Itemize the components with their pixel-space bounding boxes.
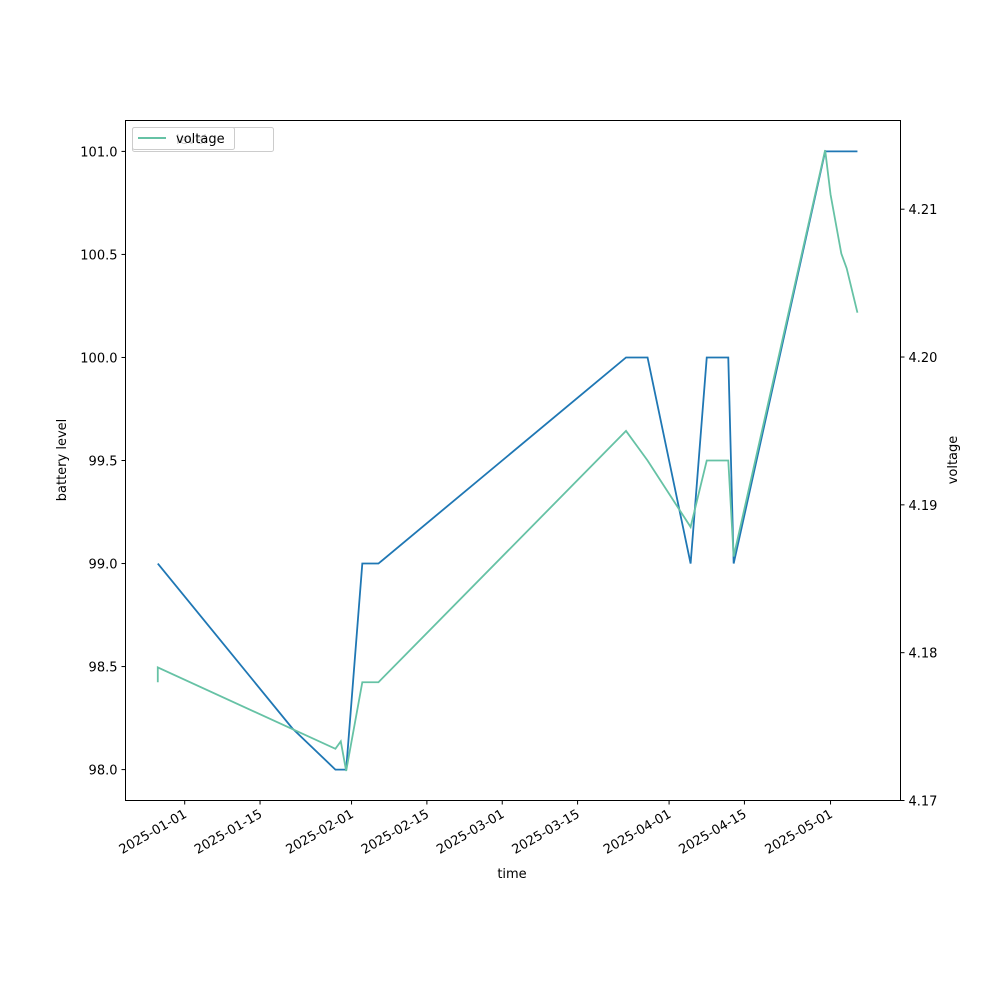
y-left-tick-label: 98.0: [89, 764, 118, 779]
y-left-tick-label: 98.5: [89, 661, 118, 676]
y-axis-left-label: battery level: [55, 419, 70, 502]
legend: level voltage: [132, 127, 274, 152]
y-right-tick-label: 4.19: [909, 499, 938, 514]
x-axis-label: time: [497, 867, 526, 882]
y-right-tick-label: 4.17: [909, 795, 938, 810]
y-axis-right-label: voltage: [946, 436, 961, 485]
plot-area: [156, 149, 859, 772]
y-left-tick-label: 99.5: [89, 455, 118, 470]
y-left-tick-label: 99.0: [89, 558, 118, 573]
y-left-tick-label: 100.5: [80, 248, 117, 263]
y-axis-right: 4.17 4.18 4.19 4.20 4.21: [900, 203, 938, 810]
series-line-voltage: [156, 149, 859, 772]
y-right-tick-label: 4.21: [909, 203, 938, 218]
legend-box-voltage: [132, 127, 235, 150]
y-left-tick-label: 100.0: [80, 351, 117, 366]
y-right-tick-label: 4.20: [909, 351, 938, 366]
legend-label-voltage: voltage: [176, 132, 225, 147]
y-axis-left: 98.0 98.5 99.0 99.5 100.0 100.5 101.0: [80, 145, 126, 779]
y-right-tick-label: 4.18: [909, 647, 938, 662]
y-left-tick-label: 101.0: [80, 145, 117, 160]
